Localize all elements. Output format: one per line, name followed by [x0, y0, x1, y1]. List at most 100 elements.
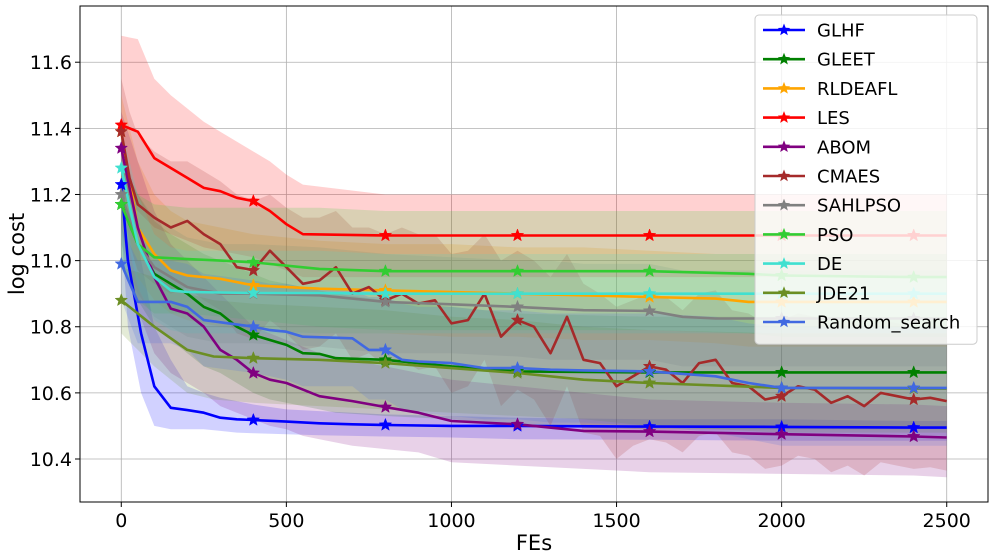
- marker-random-search: [906, 380, 921, 394]
- band-rldeafl: [121, 95, 947, 347]
- marker-glhf: [246, 412, 261, 426]
- marker-glhf: [378, 417, 393, 431]
- y-tick-label: 10.6: [30, 383, 72, 405]
- marker-sahlpso: [378, 294, 393, 308]
- axis-ticks: 0 500 1000 1500 2000 2500 10.4 10.6 10.8 11.0 11.2…: [30, 52, 971, 532]
- marker-jde21: [114, 293, 129, 307]
- marker-abom: [774, 427, 789, 441]
- band-random-search: [121, 227, 947, 446]
- legend-marker-glhf: [777, 23, 791, 36]
- legend-marker-les: [777, 111, 791, 123]
- marker-cmaes: [906, 392, 921, 406]
- x-tick-label: 2500: [923, 510, 971, 532]
- marker-de: [246, 285, 261, 299]
- band-jde21: [121, 267, 947, 433]
- marker-random-search: [114, 256, 129, 270]
- marker-gleet: [246, 327, 261, 341]
- x-tick-label: 1000: [427, 510, 475, 532]
- legend-label-random-search: Random_search: [817, 313, 960, 334]
- marker-de: [642, 286, 657, 300]
- line-jde21: [120, 299, 947, 390]
- marker-sahlpso: [510, 299, 525, 313]
- legend: GLHF GLEET RLDEAFL LES ABOM CMAES SAHLPSO PSO DE…: [754, 14, 978, 345]
- marker-abom: [906, 429, 921, 443]
- marker-les: [510, 228, 525, 242]
- marker-abom: [114, 141, 129, 155]
- legend-label-pso: PSO: [817, 225, 853, 246]
- marker-pso: [510, 263, 525, 278]
- marker-random-search: [246, 319, 261, 333]
- marker-sahlpso: [642, 303, 657, 317]
- legend-label-cmaes: CMAES: [817, 167, 880, 188]
- y-tick-label: 11.6: [30, 52, 72, 74]
- y-tick-label: 11.2: [30, 184, 72, 206]
- legend-marker-pso: [777, 227, 791, 240]
- legend-box: [754, 14, 978, 345]
- x-axis-title: FEs: [516, 531, 552, 555]
- y-tick-label: 10.8: [30, 317, 72, 339]
- plot-frame: [79, 5, 989, 503]
- marker-de: [378, 286, 393, 300]
- legend-label-gleet: GLEET: [817, 50, 876, 71]
- band-cmaes: [121, 78, 947, 476]
- line-les: [120, 123, 947, 237]
- line-glhf: [120, 184, 947, 429]
- y-axis-title: log cost: [5, 213, 29, 295]
- marker-random-search: [510, 360, 525, 374]
- legend-marker-de: [777, 257, 791, 269]
- y-tick-label: 11.0: [30, 251, 72, 273]
- marker-random-search: [774, 380, 789, 394]
- marker-de: [114, 160, 129, 174]
- marker-cmaes: [246, 263, 261, 277]
- legend-label-glhf: GLHF: [817, 21, 865, 42]
- marker-abom: [510, 417, 525, 431]
- legend-label-sahlpso: SAHLPSO: [817, 196, 901, 217]
- marker-pso: [114, 197, 129, 211]
- legend-marker-cmaes: [777, 169, 791, 182]
- legend-marker-rldeafl: [777, 81, 791, 94]
- legend-label-les: LES: [817, 108, 850, 129]
- marker-de: [510, 286, 525, 300]
- band-sahlpso: [121, 144, 947, 367]
- legend-marker-gleet: [777, 52, 791, 65]
- marker-gleet: [906, 365, 921, 379]
- marker-cmaes: [510, 312, 525, 326]
- legend-marker-sahlpso: [777, 198, 791, 211]
- marker-pso: [246, 255, 261, 269]
- marker-abom: [642, 424, 657, 438]
- band-abom: [121, 111, 947, 478]
- band-glhf: [121, 144, 947, 441]
- legend-marker-jde21: [777, 286, 791, 299]
- legend-label-rldeafl: RLDEAFL: [817, 79, 897, 100]
- y-tick-label: 11.4: [30, 118, 72, 140]
- marker-les: [246, 193, 261, 207]
- marker-pso: [378, 263, 393, 278]
- marker-cmaes: [114, 124, 129, 138]
- line-abom: [120, 147, 947, 439]
- marker-abom: [378, 399, 393, 413]
- legend-label-de: DE: [817, 254, 842, 275]
- x-tick-label: 0: [115, 510, 127, 532]
- legend-marker-random-search: [777, 315, 791, 328]
- x-tick-label: 1500: [592, 510, 640, 532]
- marker-jde21: [378, 355, 393, 369]
- marker-gleet: [774, 365, 789, 379]
- x-tick-label: 500: [268, 510, 304, 532]
- legend-label-jde21: JDE21: [816, 283, 870, 304]
- marker-abom: [246, 365, 261, 379]
- line-sahlpso: [120, 194, 947, 320]
- legend-marker-abom: [777, 140, 791, 153]
- marker-jde21: [642, 375, 657, 389]
- marker-les: [642, 228, 657, 242]
- band-de: [121, 128, 947, 334]
- marker-cmaes: [774, 389, 789, 403]
- marker-les: [378, 228, 393, 242]
- band-les: [121, 35, 947, 278]
- y-tick-label: 10.4: [30, 449, 72, 471]
- series-markers: [114, 117, 921, 443]
- marker-jde21: [246, 350, 261, 364]
- band-gleet: [121, 161, 947, 430]
- marker-jde21: [510, 365, 525, 379]
- marker-random-search: [642, 364, 657, 378]
